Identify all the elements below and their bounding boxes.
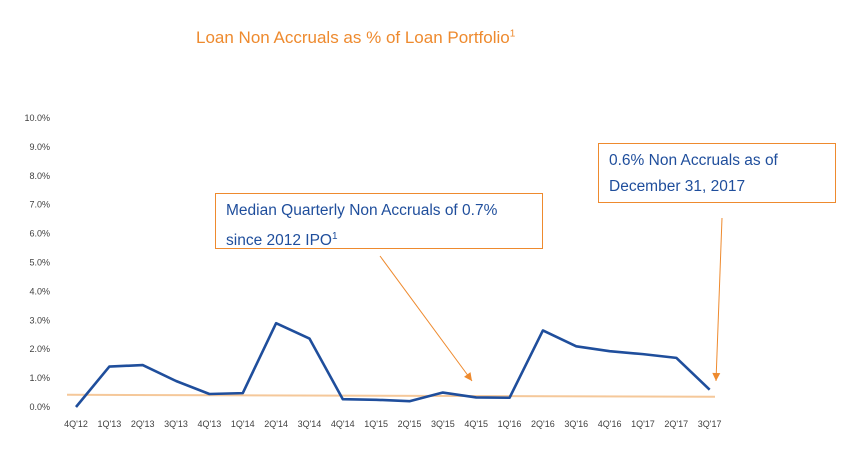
- chart-title-text: Loan Non Accruals as % of Loan Portfolio: [196, 28, 510, 47]
- x-tick-label: 3Q'17: [698, 419, 722, 429]
- x-tick-label: 4Q'12: [64, 419, 88, 429]
- median-callout-arrow: [379, 255, 473, 382]
- x-tick-label: 3Q'14: [298, 419, 322, 429]
- y-tick-label: 0.0%: [29, 402, 50, 412]
- x-tick-label: 2Q'13: [131, 419, 155, 429]
- chart-title: Loan Non Accruals as % of Loan Portfolio…: [0, 28, 842, 48]
- series-line-non-accruals: [74, 321, 711, 408]
- current-callout-arrowhead: [712, 372, 721, 381]
- median-callout-line1: Median Quarterly Non Accruals of 0.7%: [226, 202, 498, 219]
- median-callout-footnote: 1: [331, 231, 338, 242]
- x-tick-label: 4Q'15: [464, 419, 488, 429]
- y-axis: 0.0% 1.0% 2.0% 3.0% 4.0% 5.0% 6.0% 7.0% 8.0% 9.0%…: [24, 113, 50, 412]
- y-tick-label: 3.0%: [29, 315, 50, 325]
- y-tick-label: 6.0%: [29, 229, 50, 239]
- x-tick-label: 4Q'14: [331, 419, 355, 429]
- median-callout-line2-wrap: since 2012 IPO1: [226, 224, 542, 254]
- median-callout-line2: since 2012 IPO: [226, 232, 332, 250]
- current-callout-arrow: [715, 217, 723, 382]
- x-tick-label: 3Q'16: [564, 419, 588, 429]
- y-tick-label: 4.0%: [29, 286, 50, 296]
- x-tick-label: 4Q'16: [598, 419, 622, 429]
- x-tick-label: 2Q'16: [531, 419, 555, 429]
- median-callout-arrowhead: [464, 372, 472, 381]
- x-tick-label: 3Q'13: [164, 419, 188, 429]
- current-callout-line1: 0.6% Non Accruals as of: [609, 152, 778, 169]
- current-callout-line2: December 31, 2017: [609, 178, 746, 195]
- chart-title-footnote: 1: [509, 28, 516, 40]
- x-tick-label: 2Q'15: [398, 419, 422, 429]
- y-tick-label: 2.0%: [29, 344, 50, 354]
- x-tick-label: 1Q'17: [631, 419, 655, 429]
- x-tick-label: 2Q'14: [264, 419, 288, 429]
- y-tick-label: 5.0%: [29, 258, 50, 268]
- x-tick-label: 1Q'14: [231, 419, 255, 429]
- x-tick-label: 1Q'13: [97, 419, 121, 429]
- x-tick-label: 3Q'15: [431, 419, 455, 429]
- x-tick-label: 1Q'16: [498, 419, 522, 429]
- x-axis: 4Q'12 1Q'13 2Q'13 3Q'13 4Q'13 1Q'14 2Q'14 3Q'14…: [64, 419, 721, 429]
- y-tick-label: 7.0%: [29, 200, 50, 210]
- y-tick-label: 8.0%: [29, 171, 50, 181]
- current-callout: 0.6% Non Accruals as of December 31, 201…: [598, 143, 836, 203]
- x-tick-label: 2Q'17: [664, 419, 688, 429]
- y-tick-label: 10.0%: [24, 113, 50, 123]
- y-tick-label: 9.0%: [29, 142, 50, 152]
- median-reference-line: [66, 393, 716, 398]
- x-tick-label: 4Q'13: [198, 419, 222, 429]
- x-tick-label: 1Q'15: [364, 419, 388, 429]
- y-tick-label: 1.0%: [29, 373, 50, 383]
- median-callout: Median Quarterly Non Accruals of 0.7% si…: [215, 193, 543, 249]
